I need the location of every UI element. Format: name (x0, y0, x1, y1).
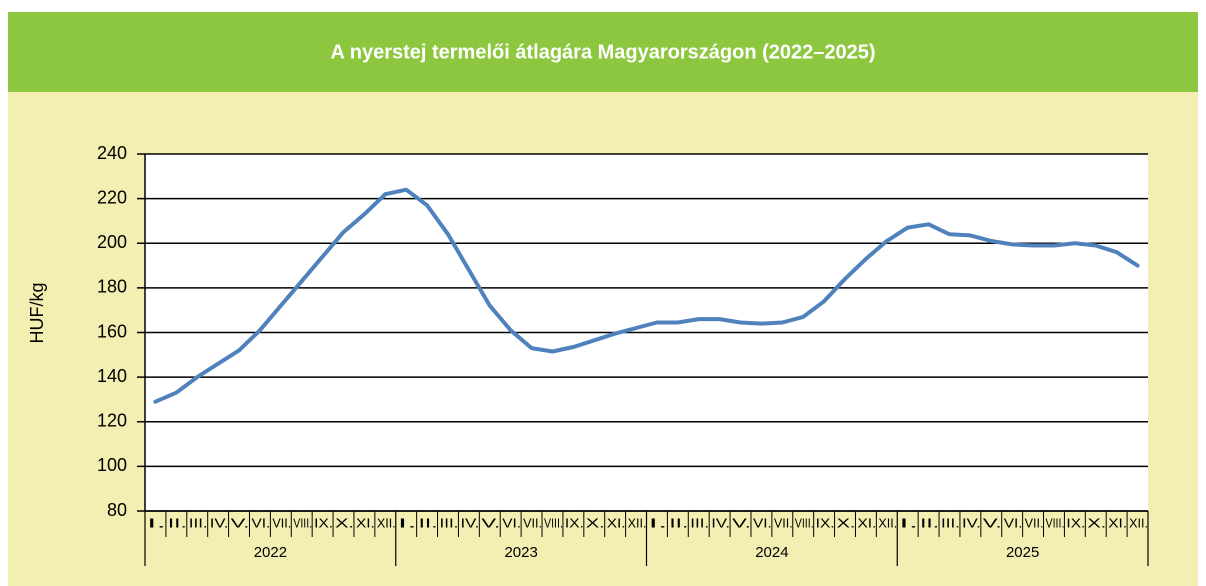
x-tick-label: XI. (857, 516, 876, 530)
x-tick-label: VIII. (1046, 516, 1065, 530)
y-tick-label: 220 (97, 187, 127, 207)
x-tick-label: VI. (251, 516, 270, 530)
x-tick-label: XI. (356, 516, 375, 530)
x-tick-label: III. (941, 516, 960, 530)
y-tick-label: 180 (97, 277, 127, 297)
x-tick-label: VII. (272, 516, 291, 530)
y-tick-label: 140 (97, 366, 127, 386)
x-tick-label: XI. (607, 516, 626, 530)
y-axis-label: HUF/kg (27, 282, 47, 343)
x-tick-label: XII. (878, 516, 897, 530)
x-tick-label: III. (189, 516, 208, 530)
x-tick-label: I. (398, 516, 417, 530)
x-tick-label: V. (732, 516, 751, 530)
x-tick-label: XII. (628, 516, 647, 530)
y-tick-label: 80 (107, 500, 127, 520)
x-tick-label: IX. (314, 516, 333, 530)
x-tick-label: VII. (774, 516, 793, 530)
x-tick-label: IX. (565, 516, 584, 530)
y-tick-label: 200 (97, 232, 127, 252)
x-tick-label: VII. (523, 516, 542, 530)
y-tick-label: 120 (97, 411, 127, 431)
x-tick-label: X. (837, 516, 856, 530)
x-tick-label: VIII. (544, 516, 563, 530)
x-tick-label: I. (147, 516, 166, 530)
x-tick-label: II. (920, 516, 939, 530)
line-series (153, 187, 1140, 404)
group-label: 2022 (254, 544, 287, 561)
x-tick-label: X. (335, 516, 354, 530)
x-tick-label: VIII. (293, 516, 312, 530)
x-tick-label: XII. (377, 516, 396, 530)
y-tick-label: 100 (97, 455, 127, 475)
x-tick-label: IX. (1066, 516, 1085, 530)
x-tick-label: IX. (816, 516, 835, 530)
x-tick-label: II. (669, 516, 688, 530)
x-tick-label: IV. (460, 516, 479, 530)
group-label: 2023 (504, 544, 537, 561)
header (8, 12, 1198, 92)
x-tick-label: IV. (962, 516, 981, 530)
x-tick-label: I. (899, 516, 918, 530)
x-tick-label: III. (440, 516, 459, 530)
y-tick-label: 160 (97, 321, 127, 341)
x-tick-label: X. (586, 516, 605, 530)
x-tick-label: V. (231, 516, 250, 530)
x-tick-label: VIII. (795, 516, 814, 530)
group-label: 2025 (1006, 544, 1039, 561)
x-tick-label: V. (983, 516, 1002, 530)
y-tick-label: 240 (97, 143, 127, 163)
x-tick-label: VII. (1025, 516, 1044, 530)
x-tick-label: VI. (502, 516, 521, 530)
x-tick-label: XI. (1108, 516, 1127, 530)
x-tick-label: IV. (210, 516, 229, 530)
x-tick-label: IV. (711, 516, 730, 530)
x-tick-label: V. (481, 516, 500, 530)
group-label: 2024 (755, 544, 788, 561)
x-tick-label: I. (649, 516, 668, 530)
x-tick-label: XII. (1129, 516, 1148, 530)
x-tick-label: VI. (1004, 516, 1023, 530)
x-tick-label: II. (419, 516, 438, 530)
x-tick-label: X. (1087, 516, 1106, 530)
x-tick-label: VI. (753, 516, 772, 530)
x-tick-label: III. (690, 516, 709, 530)
x-tick-label: II. (168, 516, 187, 530)
chart-title: A nyerstej termelői átlagára Magyarorszá… (330, 41, 875, 63)
